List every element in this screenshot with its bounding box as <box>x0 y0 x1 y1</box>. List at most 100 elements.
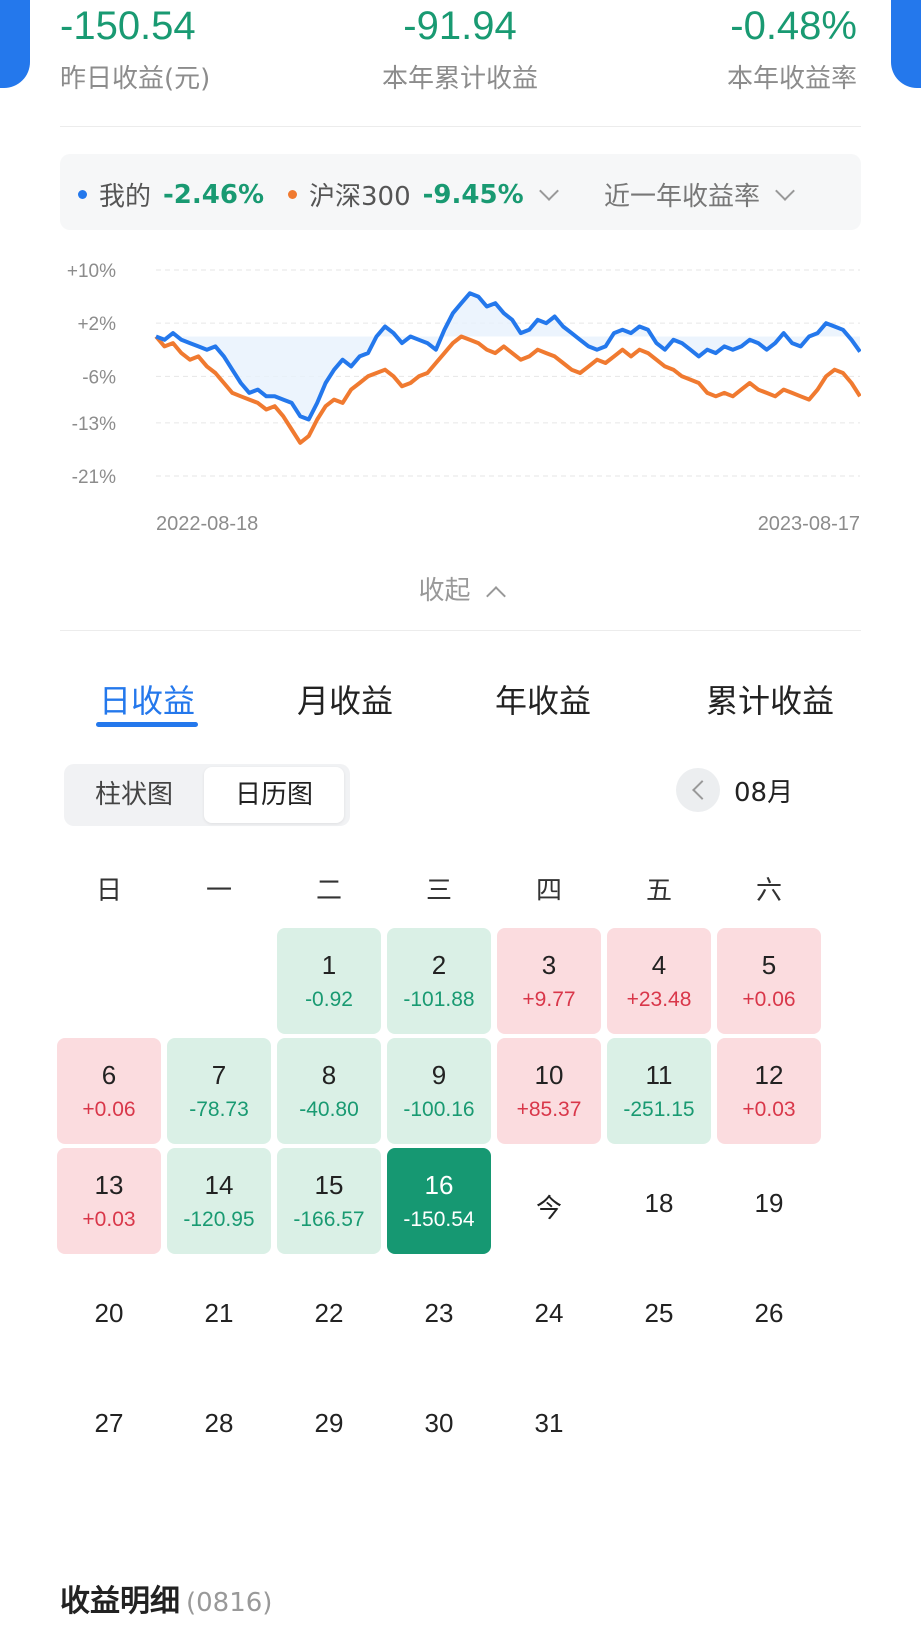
calendar-day-number: 1 <box>321 950 337 980</box>
calendar-day-number: 22 <box>314 1298 344 1328</box>
calendar-day-number: 23 <box>424 1298 454 1328</box>
calendar-day[interactable]: 29 <box>277 1368 381 1474</box>
calendar-day[interactable]: 4 +23.48 <box>607 928 711 1034</box>
calendar-day[interactable]: 19 <box>717 1148 821 1254</box>
calendar-day[interactable]: 2 -101.88 <box>387 928 491 1034</box>
stat-value: -91.94 <box>403 4 517 48</box>
chart-legend: 我的 -2.46% 沪深300 -9.45% 近一年收益率 <box>60 154 861 230</box>
calendar-day[interactable]: 15 -166.57 <box>277 1148 381 1254</box>
return-chart[interactable]: +10% +2% -6% -13% -21% 2022-08-18 2023-08-17 <box>60 258 861 540</box>
calendar-day[interactable]: 14 -120.95 <box>167 1148 271 1254</box>
stat-year-total[interactable]: -91.94 本年累计收益 <box>260 0 660 95</box>
calendar-day-number: 21 <box>204 1298 234 1328</box>
detail-date-code: (0816) <box>186 1588 273 1618</box>
calendar-day[interactable]: 5 +0.06 <box>717 928 821 1034</box>
calendar-day[interactable]: 9 -100.16 <box>387 1038 491 1144</box>
calendar-day-value: +9.77 <box>522 988 576 1011</box>
calendar-day[interactable]: 26 <box>717 1258 821 1364</box>
calendar-day-value: +23.48 <box>626 988 692 1011</box>
y-tick-label: -21% <box>72 467 116 488</box>
calendar-day[interactable]: 20 <box>57 1258 161 1364</box>
calendar-day[interactable]: 21 <box>167 1258 271 1364</box>
period-label: 近一年收益率 <box>604 182 761 212</box>
calendar-day[interactable]: 23 <box>387 1258 491 1364</box>
my-series-area <box>156 293 860 420</box>
legend-benchmark-pct: -9.45% <box>422 179 524 210</box>
weekday-label: 三 <box>425 876 452 906</box>
calendar-day[interactable]: 1 -0.92 <box>277 928 381 1034</box>
calendar-day[interactable]: 16 -150.54 <box>387 1148 491 1254</box>
chevron-down-icon <box>775 180 795 201</box>
stat-year-rate[interactable]: -0.48% 本年收益率 <box>727 0 857 95</box>
calendar-day-number: 31 <box>534 1408 564 1438</box>
divider <box>60 630 861 631</box>
legend-mine: 我的 -2.46% <box>78 176 264 213</box>
legend-mine-name: 我的 <box>99 182 152 212</box>
prev-month-button[interactable] <box>676 768 720 812</box>
calendar-day-value: -251.15 <box>623 1098 695 1121</box>
y-tick-label: +10% <box>67 261 116 282</box>
legend-benchmark-name: 沪深300 <box>309 182 411 212</box>
weekday-label: 二 <box>315 876 342 906</box>
benchmark-selector[interactable]: 沪深300 -9.45% <box>288 176 559 213</box>
stat-label: 本年累计收益 <box>381 64 538 94</box>
tab-cumulative[interactable]: 累计收益 <box>705 682 835 720</box>
calendar-day-number: 30 <box>424 1408 454 1438</box>
y-tick-label: -6% <box>82 367 116 388</box>
calendar-day-value: -150.54 <box>403 1208 475 1231</box>
calendar-day[interactable]: 3 +9.77 <box>497 928 601 1034</box>
stat-label: 昨日收益(元) <box>60 64 211 94</box>
calendar-day[interactable]: 6 +0.06 <box>57 1038 161 1144</box>
calendar-day-number: 11 <box>645 1060 673 1090</box>
tab-yearly[interactable]: 年收益 <box>494 682 592 720</box>
calendar-day-number: 19 <box>754 1188 784 1218</box>
detail-title: 收益明细 <box>60 1584 180 1619</box>
calendar-day[interactable]: 7 -78.73 <box>167 1038 271 1144</box>
tab-daily[interactable]: 日收益 <box>98 682 196 720</box>
earnings-card: -150.54 昨日收益(元) -91.94 本年累计收益 -0.48% 本年收… <box>30 0 891 1632</box>
calendar-day-number: 14 <box>204 1170 234 1200</box>
calendar-day[interactable]: 13 +0.03 <box>57 1148 161 1254</box>
weekday-label: 五 <box>645 876 672 906</box>
calendar-day[interactable]: 11 -251.15 <box>607 1038 711 1144</box>
calendar-day[interactable]: 31 <box>497 1368 601 1474</box>
calendar-day[interactable]: 18 <box>607 1148 711 1254</box>
bar-view-option[interactable]: 柱状图 <box>94 780 173 810</box>
calendar-day-number: 5 <box>761 950 777 980</box>
calendar-day-value: +85.37 <box>516 1098 582 1121</box>
calendar-day-value: -166.57 <box>293 1208 365 1231</box>
calendar-day-value: -101.88 <box>403 988 475 1011</box>
y-tick-label: -13% <box>72 414 116 435</box>
stat-yesterday[interactable]: -150.54 昨日收益(元) <box>60 0 210 95</box>
calendar-day-number: 15 <box>314 1170 344 1200</box>
calendar-day[interactable]: 25 <box>607 1258 711 1364</box>
calendar-day[interactable]: 8 -40.80 <box>277 1038 381 1144</box>
collapse-button[interactable]: 收起 <box>30 570 891 607</box>
calendar-day[interactable]: 24 <box>497 1258 601 1364</box>
calendar-day-number: 27 <box>94 1408 124 1438</box>
tab-monthly[interactable]: 月收益 <box>296 682 394 720</box>
calendar-day[interactable]: 22 <box>277 1258 381 1364</box>
calendar-day-number: 8 <box>321 1060 337 1090</box>
tab-active-indicator <box>96 722 198 727</box>
weekday-label: 日 <box>95 876 122 906</box>
calendar-day[interactable]: 30 <box>387 1368 491 1474</box>
calendar-day-value: -100.16 <box>403 1098 475 1121</box>
calendar-day[interactable]: 12 +0.03 <box>717 1038 821 1144</box>
period-selector[interactable]: 近一年收益率 <box>604 176 795 213</box>
calendar-day-number: 16 <box>424 1170 454 1200</box>
x-end-label: 2023-08-17 <box>758 513 860 535</box>
calendar-day-value: -78.73 <box>189 1098 249 1121</box>
calendar-day[interactable]: 28 <box>167 1368 271 1474</box>
detail-heading: 收益明细 (0816) <box>60 1576 272 1620</box>
calendar-day-number: 26 <box>754 1298 784 1328</box>
calendar-view-option[interactable]: 日历图 <box>204 767 344 823</box>
calendar-day-number: 6 <box>101 1060 117 1090</box>
chevron-up-icon <box>485 585 506 606</box>
calendar-day-number: 20 <box>94 1298 124 1328</box>
calendar-day-value: -0.92 <box>305 988 353 1011</box>
calendar-day[interactable]: 10 +85.37 <box>497 1038 601 1144</box>
calendar-day[interactable]: 今 <box>497 1148 601 1254</box>
calendar-day[interactable]: 27 <box>57 1368 161 1474</box>
calendar-day-number: 2 <box>431 950 447 980</box>
